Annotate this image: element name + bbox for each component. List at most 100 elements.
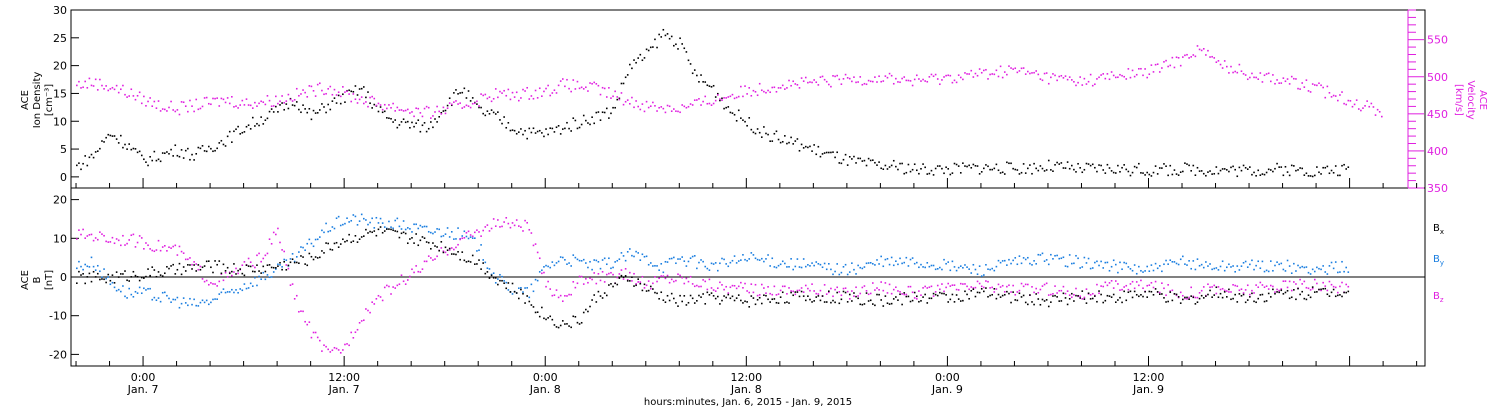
density-point <box>497 111 499 113</box>
bz-point <box>511 222 514 224</box>
velocity-point <box>631 96 633 99</box>
velocity-point <box>1073 81 1075 83</box>
by-point <box>1288 265 1291 267</box>
velocity-point <box>568 87 570 90</box>
velocity-point <box>92 85 95 87</box>
density-point <box>528 127 531 130</box>
density-point <box>624 76 627 79</box>
velocity-point <box>440 113 443 115</box>
bz-point <box>1041 285 1044 287</box>
density-point <box>790 136 792 139</box>
velocity-point <box>1106 73 1109 75</box>
velocity-point <box>771 86 774 89</box>
bx-point <box>997 293 1000 296</box>
bz-point <box>203 280 206 283</box>
by-point <box>976 273 979 276</box>
bx-point <box>404 232 407 235</box>
by-point <box>551 261 554 263</box>
bz-point <box>924 285 926 288</box>
by-point <box>342 223 344 226</box>
velocity-point <box>947 74 950 77</box>
density-point <box>645 48 648 51</box>
density-point <box>1016 169 1019 171</box>
density-point <box>1014 168 1017 171</box>
by-point <box>1326 273 1329 275</box>
bz-point <box>226 276 229 278</box>
bz-point <box>371 301 373 303</box>
by-point <box>1152 269 1155 272</box>
bz-point <box>834 288 836 291</box>
bz-point <box>729 286 732 289</box>
density-point <box>285 103 288 105</box>
density-point <box>161 152 164 154</box>
bx-point <box>729 297 732 300</box>
density-point <box>1152 171 1155 174</box>
bx-point <box>287 264 290 267</box>
by-point <box>754 257 757 260</box>
density-point <box>96 150 99 152</box>
bx-point <box>863 303 866 305</box>
bx-point <box>821 295 824 297</box>
bx-point <box>679 294 681 297</box>
by-point <box>1045 259 1048 261</box>
bx-point <box>84 282 87 285</box>
by-point <box>423 225 426 228</box>
density-point <box>834 156 836 159</box>
by-point <box>1276 261 1278 263</box>
bx-point <box>1221 296 1224 299</box>
by-point <box>1301 265 1304 268</box>
bx-point <box>86 276 89 278</box>
by-point <box>388 220 390 223</box>
bz-point <box>1194 296 1197 299</box>
velocity-point <box>1368 105 1371 108</box>
velocity-point <box>748 87 751 89</box>
velocity-point <box>501 92 503 94</box>
density-point <box>1259 174 1262 177</box>
density-point <box>578 126 581 129</box>
by-point <box>865 262 868 265</box>
density-point <box>1133 165 1136 168</box>
bx-point <box>903 292 906 294</box>
bz-point <box>895 286 897 289</box>
bz-point <box>1236 285 1239 288</box>
density-point <box>654 38 656 41</box>
bx-point <box>189 264 191 266</box>
bx-point <box>1284 291 1287 294</box>
velocity-point <box>848 77 851 80</box>
bx-point <box>790 291 792 294</box>
bx-point <box>1008 292 1010 295</box>
by-point <box>216 298 218 301</box>
density-point <box>94 151 97 153</box>
bx-point <box>576 321 579 324</box>
bx-point <box>159 274 162 276</box>
bx-point <box>978 291 981 294</box>
density-point <box>1236 175 1239 178</box>
bx-point <box>1311 286 1314 288</box>
density-point <box>832 151 834 153</box>
bz-point <box>1234 284 1236 287</box>
bx-point <box>99 278 101 281</box>
density-point <box>698 81 700 83</box>
velocity-point <box>442 106 445 109</box>
bz-point <box>1096 283 1098 286</box>
bz-point <box>809 289 811 292</box>
bx-point <box>427 241 430 244</box>
density-point <box>1112 171 1115 174</box>
bx-point <box>603 292 606 294</box>
bz-point <box>444 251 447 254</box>
density-point <box>224 145 227 147</box>
bz-point <box>96 238 99 241</box>
by-point <box>499 273 501 276</box>
bx-point <box>536 311 539 313</box>
bz-point <box>214 283 216 285</box>
by-point <box>861 267 864 270</box>
velocity-point <box>1060 74 1063 77</box>
bz-point <box>147 244 149 247</box>
top-panel-frame <box>70 9 1426 189</box>
density-point <box>945 166 947 169</box>
velocity-point <box>377 102 380 105</box>
by-point <box>1217 269 1220 271</box>
by-point <box>1215 267 1218 269</box>
bz-point <box>811 283 813 285</box>
bx-point <box>518 297 520 300</box>
